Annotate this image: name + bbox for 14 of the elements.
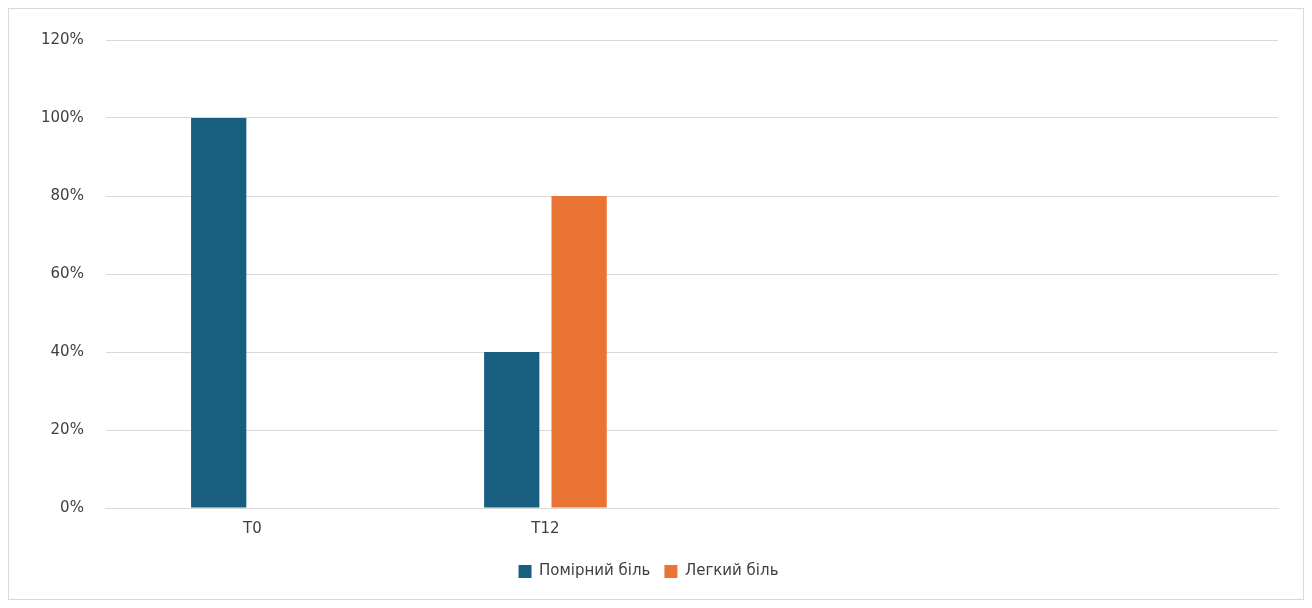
y-tick-label: 0% bbox=[60, 497, 84, 516]
y-tick-label: 120% bbox=[40, 29, 84, 48]
y-tick-label: 100% bbox=[40, 107, 84, 126]
legend-label: Легкий біль bbox=[684, 561, 779, 580]
bar bbox=[484, 352, 540, 508]
x-tick-label: T0 bbox=[242, 518, 262, 537]
y-tick-label: 40% bbox=[50, 341, 84, 360]
bar bbox=[551, 196, 607, 508]
y-tick-label: 20% bbox=[50, 419, 84, 438]
legend-label: Помірний біль bbox=[539, 561, 651, 580]
y-tick-label: 60% bbox=[50, 263, 84, 282]
bar bbox=[191, 118, 247, 508]
x-tick-label: T12 bbox=[530, 518, 560, 537]
y-tick-label: 80% bbox=[50, 185, 84, 204]
